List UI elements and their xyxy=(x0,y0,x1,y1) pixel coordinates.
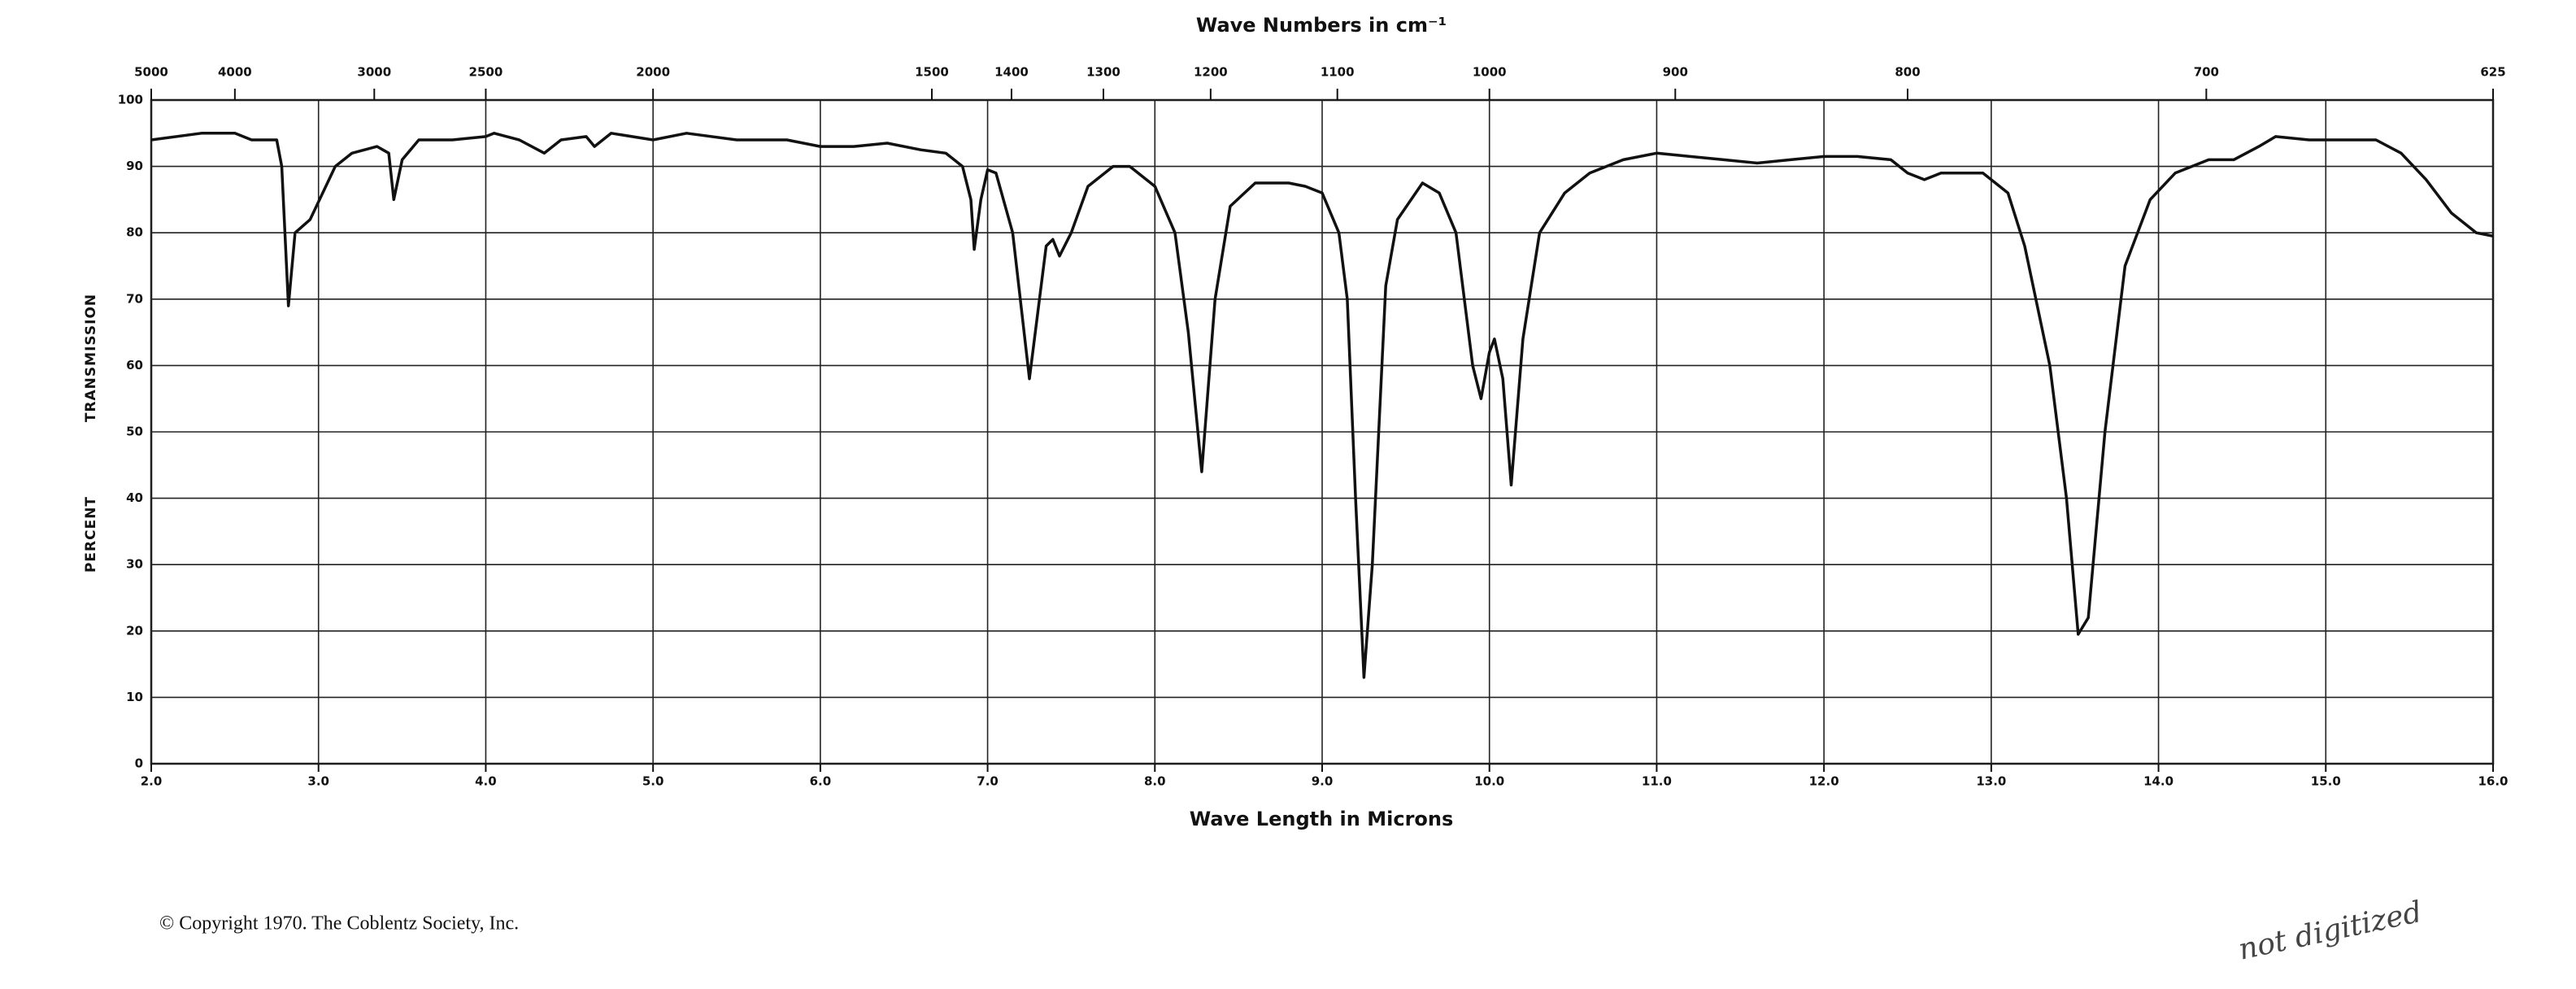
x-tick-label: 16.0 xyxy=(2478,774,2508,789)
handwritten-note: not digitized xyxy=(2235,895,2425,967)
y-tick-label: 10 xyxy=(126,690,143,704)
x2-tick-label: 1400 xyxy=(994,65,1029,80)
y-tick-label: 30 xyxy=(126,557,143,572)
x-tick-label: 6.0 xyxy=(810,774,832,789)
x-tick-label: 12.0 xyxy=(1809,774,1839,789)
x-tick-label: 4.0 xyxy=(475,774,497,789)
y-tick-label: 60 xyxy=(126,358,143,373)
y-tick-label: 0 xyxy=(135,756,143,771)
x-tick-label: 9.0 xyxy=(1312,774,1334,789)
x2-tick-label: 1200 xyxy=(1194,65,1228,80)
x2-tick-label: 1100 xyxy=(1321,65,1355,80)
x2-tick-label: 1000 xyxy=(1473,65,1507,80)
x2-tick-label: 1300 xyxy=(1086,65,1120,80)
x-tick-label: 5.0 xyxy=(642,774,664,789)
x-tick-label: 11.0 xyxy=(1642,774,1672,789)
x-tick-label: 10.0 xyxy=(1474,774,1504,789)
x2-tick-label: 625 xyxy=(2480,65,2505,80)
x-tick-label: 15.0 xyxy=(2311,774,2341,789)
copyright: © Copyright 1970. The Coblentz Society, … xyxy=(159,913,519,935)
x-tick-label: 2.0 xyxy=(141,774,163,789)
y-tick-label: 20 xyxy=(126,623,143,638)
x-tick-label: 13.0 xyxy=(1976,774,2006,789)
x2-tick-label: 900 xyxy=(1663,65,1688,80)
y-axis-label: PERCENT xyxy=(83,496,99,573)
y-tick-label: 100 xyxy=(118,93,143,107)
x2-tick-label: 5000 xyxy=(134,65,168,80)
x2-tick-label: 3000 xyxy=(357,65,391,80)
x-axis-label: Wave Length in Microns xyxy=(1190,808,1454,830)
x2-tick-label: 2000 xyxy=(636,65,670,80)
chart-title: Wave Numbers in cm⁻¹ xyxy=(1196,14,1447,37)
x-tick-label: 8.0 xyxy=(1144,774,1166,789)
y-tick-label: 80 xyxy=(126,225,143,240)
x2-tick-label: 1500 xyxy=(915,65,949,80)
x-tick-label: 3.0 xyxy=(307,774,329,789)
y-axis-label: TRANSMISSION xyxy=(83,294,99,422)
spectrum-line xyxy=(150,132,2494,679)
x2-tick-label: 700 xyxy=(2194,65,2219,80)
x-tick-label: 7.0 xyxy=(977,774,999,789)
x2-tick-label: 2500 xyxy=(469,65,503,80)
y-tick-label: 40 xyxy=(126,490,143,505)
x-tick-label: 14.0 xyxy=(2143,774,2174,789)
y-tick-label: 50 xyxy=(126,425,143,439)
x2-tick-label: 4000 xyxy=(218,65,252,80)
x2-tick-label: 800 xyxy=(1895,65,1920,80)
y-tick-label: 70 xyxy=(126,291,143,306)
y-tick-label: 90 xyxy=(126,159,143,173)
